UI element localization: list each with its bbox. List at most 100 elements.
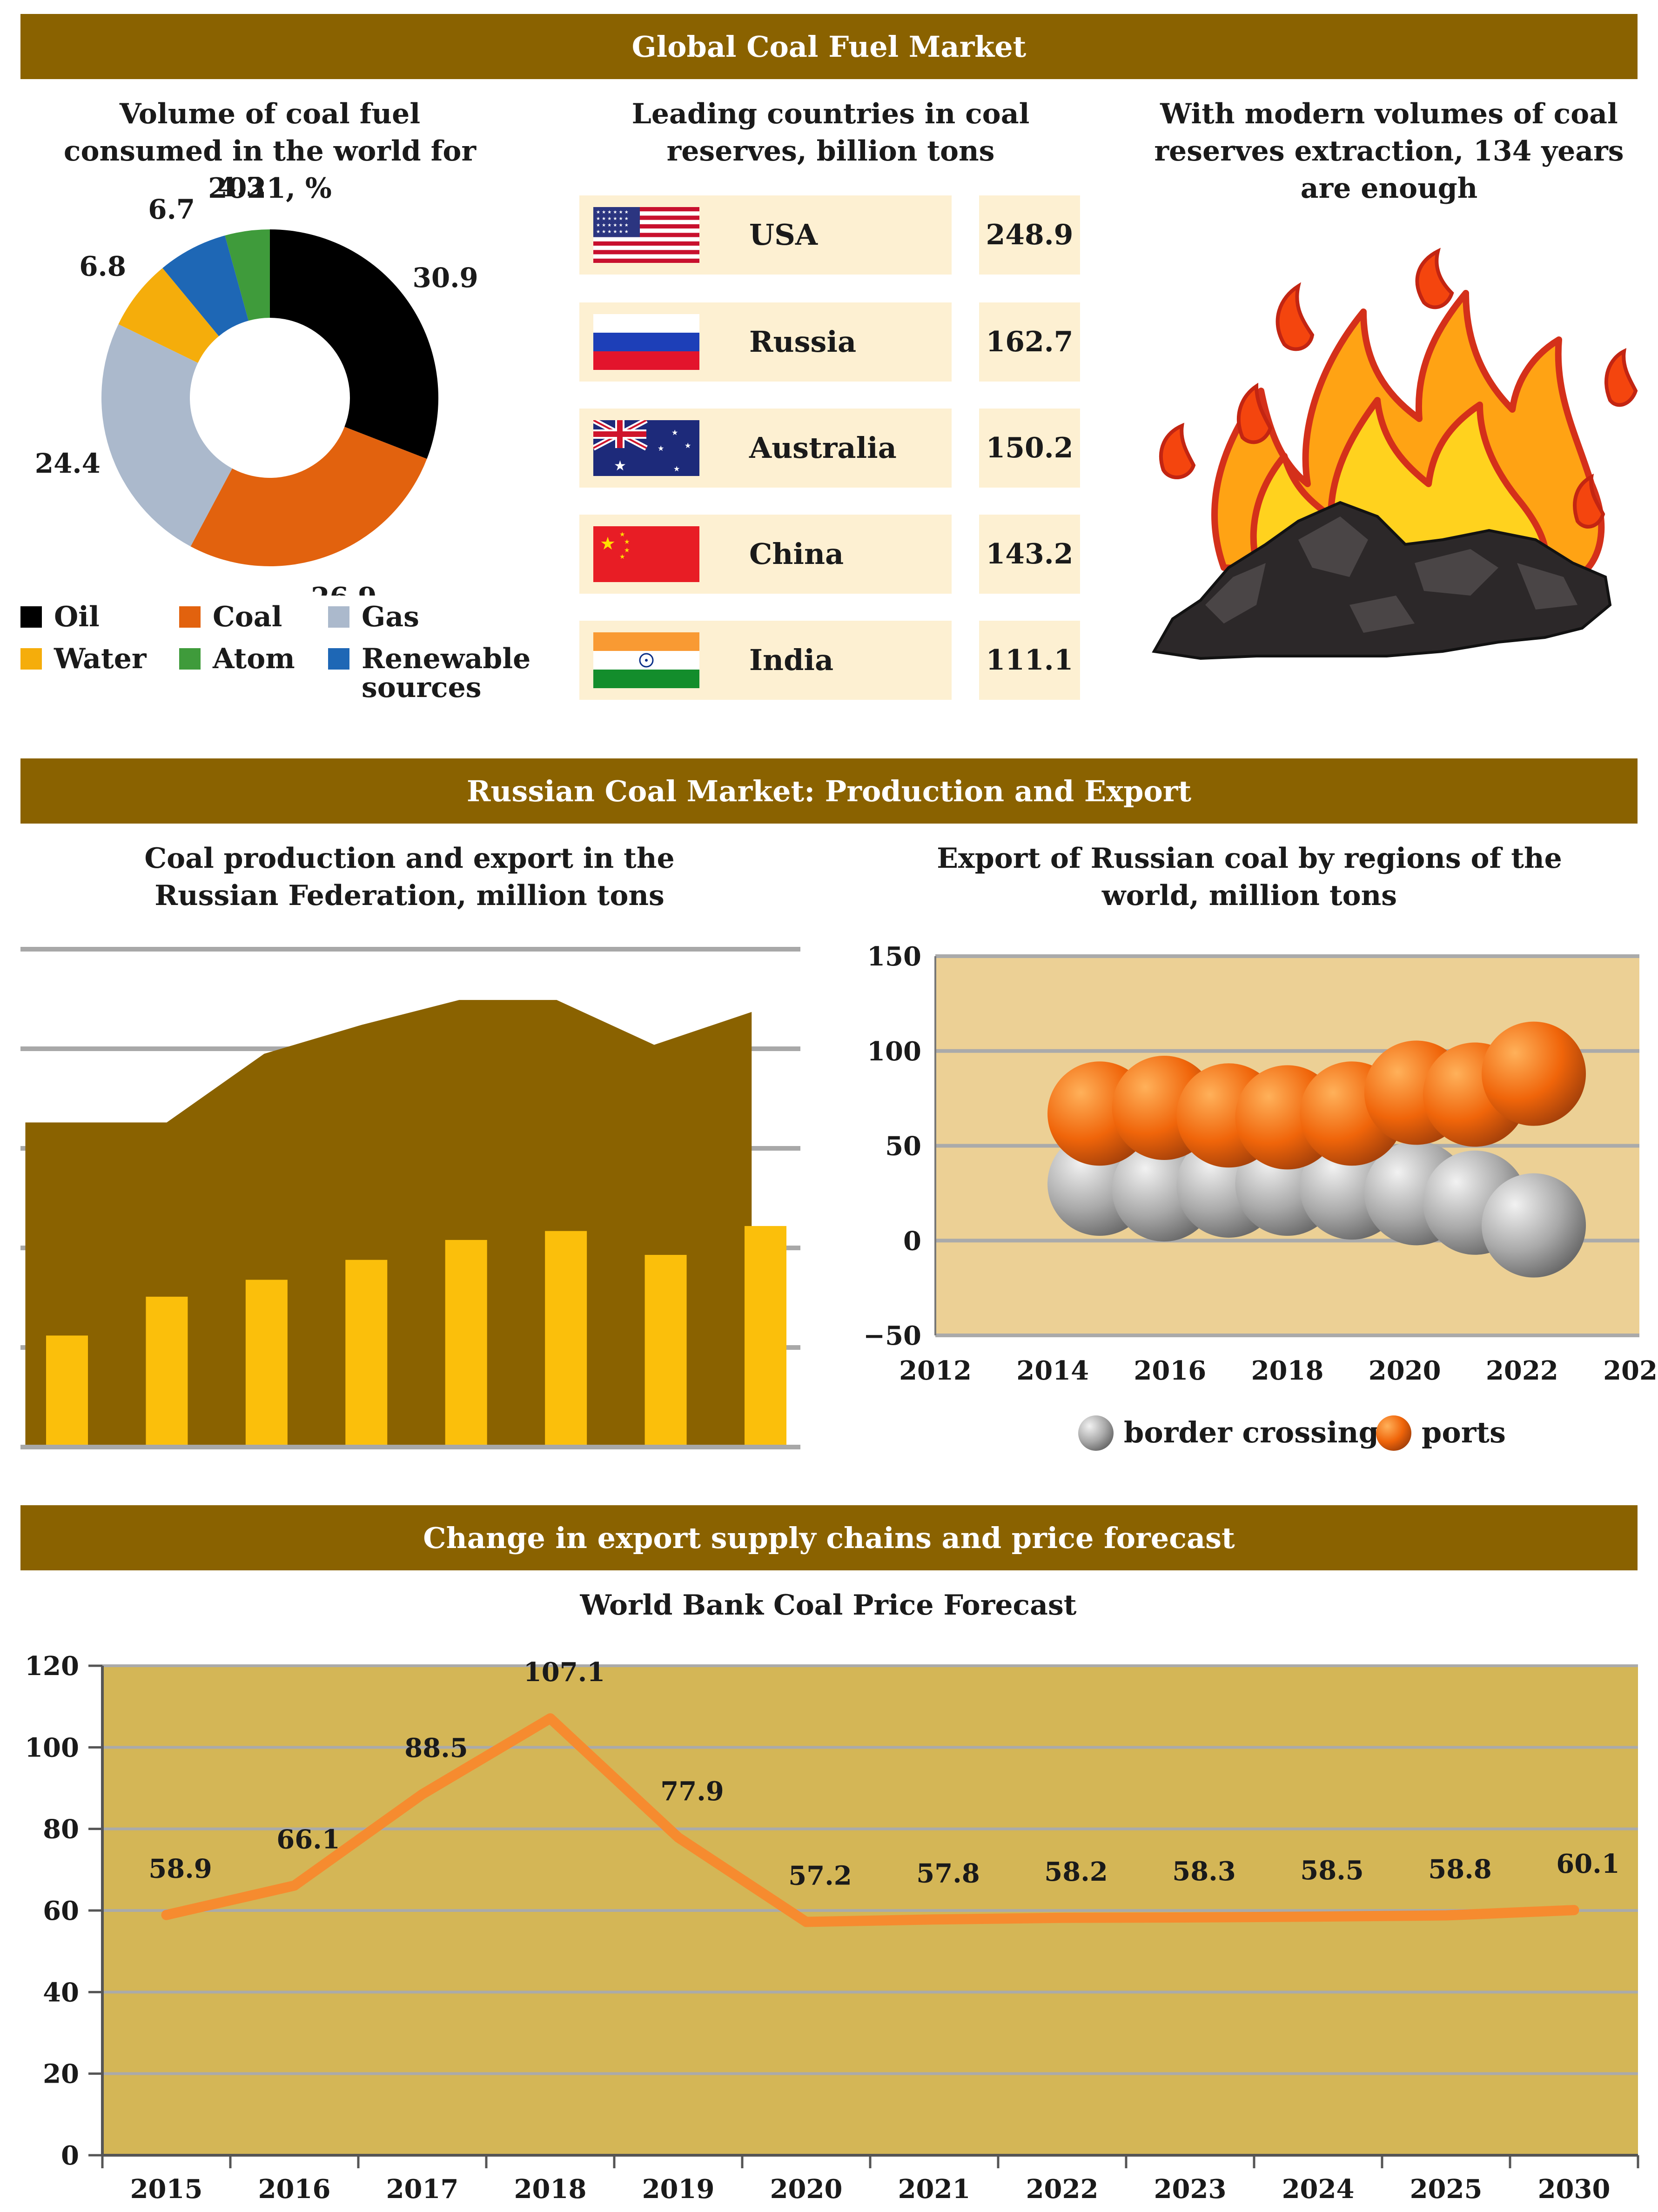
export-chart: −50 0 50 100 150 2012 2014 2016 2018 2020 2022 2024… xyxy=(863,941,1658,1451)
data-label: 58.8 xyxy=(1428,1854,1491,1885)
reserves-name-cell: ★ ★ ★ ★ ★ ★ ★ ★ ★ ★ ★ ★ ★ ★ ★ ★ ★ ★ ★ ★ ★ ★… xyxy=(579,195,952,275)
section-title: Russian Coal Market: Production and Expo… xyxy=(466,774,1192,808)
ports-point xyxy=(1482,1021,1586,1126)
reserve-value: 248.9 xyxy=(986,219,1074,251)
x-tick-label: 2016 xyxy=(1134,1355,1206,1386)
data-label: 58.9 xyxy=(148,1854,212,1884)
y-tick-label: 20 xyxy=(43,2059,79,2090)
russia-flag-icon xyxy=(593,314,699,370)
reserves-value-cell: 111.1 xyxy=(979,621,1080,700)
reserves-value-cell: 248.9 xyxy=(979,195,1080,275)
donut-value-label: 6.7 xyxy=(148,194,195,225)
y-tick-label: 0 xyxy=(903,1226,921,1256)
data-label: 107.1 xyxy=(524,1657,605,1688)
legend-swatch-coal xyxy=(179,606,201,628)
legend-item-renewable: Renewable sources xyxy=(328,644,530,702)
x-tick-label: 2016 xyxy=(258,2174,331,2205)
x-tick-label: 2021 xyxy=(898,2174,971,2205)
x-tick-label: 2017 xyxy=(386,2174,459,2205)
legend-label-border-crossings: border crossings xyxy=(1124,1415,1395,1449)
svg-text:★: ★ xyxy=(614,458,626,474)
price-chart-title: World Bank Coal Price Forecast xyxy=(580,1589,1077,1622)
legend-item-atom: Atom xyxy=(179,644,295,673)
data-label: 60.1 xyxy=(1556,1849,1619,1879)
border-crossings-point xyxy=(1482,1173,1586,1278)
section-title: Change in export supply chains and price… xyxy=(423,1521,1235,1555)
section-title: Global Coal Fuel Market xyxy=(631,29,1027,64)
price-line xyxy=(161,1713,1579,1927)
price-chart: 0 20 40 60 80 100 120 2015 2016 2017 2018 2019 2020 2… xyxy=(25,1651,1639,2205)
donut-chart: 30.9 26.9 24.4 6.8 6.7 4.3 xyxy=(35,177,478,596)
y-tick-label: 100 xyxy=(25,1732,79,1763)
x-tick-label: 2030 xyxy=(1538,2174,1611,2205)
x-tick-label: 2024 xyxy=(1282,2174,1355,2205)
svg-text:★: ★ xyxy=(671,428,678,437)
section-banner-forecast: Change in export supply chains and price… xyxy=(20,1505,1638,1570)
legend-label: Coal xyxy=(213,601,282,633)
donut-slice xyxy=(190,427,427,566)
x-tick-label: 2012 xyxy=(899,1355,972,1386)
y-tick-label: 0 xyxy=(61,2140,79,2171)
svg-text:★: ★ xyxy=(624,538,630,546)
reserves-name-cell: ★ ★ ★ ★ ★ Australia xyxy=(579,409,952,488)
legend-item-water: Water xyxy=(20,644,147,673)
x-tick-label: 2025 xyxy=(1410,2174,1483,2205)
donut-slice xyxy=(101,324,233,547)
x-tick-label: 2020 xyxy=(1369,1355,1441,1386)
china-flag-icon: ★ ★★★★ xyxy=(593,526,699,582)
data-label: 58.2 xyxy=(1044,1857,1108,1887)
x-tick-label: 2024 xyxy=(1603,1355,1658,1386)
burning-coal-icon xyxy=(1152,248,1638,660)
x-tick-label: 2022 xyxy=(1026,2174,1099,2205)
legend-item-oil: Oil xyxy=(20,603,100,631)
country-name: China xyxy=(749,537,844,571)
data-label: 57.2 xyxy=(788,1861,852,1891)
export-bar xyxy=(445,1240,487,1445)
legend-swatch-atom xyxy=(179,648,201,670)
legend-marker-border-crossings xyxy=(1078,1415,1114,1451)
donut-value-label: 24.4 xyxy=(35,448,101,479)
reserves-value-cell: 143.2 xyxy=(979,515,1080,594)
legend-swatch-gas xyxy=(328,606,349,628)
x-tick-label: 2023 xyxy=(1154,2174,1227,2205)
y-tick-label: 100 xyxy=(867,1036,921,1067)
donut-slice xyxy=(118,268,219,363)
svg-text:★: ★ xyxy=(600,533,616,554)
reserves-name-cell: India xyxy=(579,621,952,700)
legend-label-ports: ports xyxy=(1422,1415,1506,1449)
donut-value-label: 6.8 xyxy=(79,251,126,282)
y-tick-label: 40 xyxy=(43,1977,79,2008)
export-bar xyxy=(745,1226,786,1445)
reserve-value: 111.1 xyxy=(986,644,1074,677)
reserves-value-cell: 162.7 xyxy=(979,302,1080,382)
legend-label: Oil xyxy=(54,601,100,633)
section-banner-russian: Russian Coal Market: Production and Expo… xyxy=(20,758,1638,824)
donut-value-label: 30.9 xyxy=(413,262,478,294)
svg-text:★: ★ xyxy=(658,444,664,453)
y-tick-label: 80 xyxy=(43,1814,79,1845)
production-chart-title: Coal production and export in the Russia… xyxy=(144,842,675,912)
svg-text:★: ★ xyxy=(685,441,691,450)
data-label: 88.5 xyxy=(404,1733,468,1763)
production-area xyxy=(25,1000,752,1445)
x-tick-label: 2022 xyxy=(1486,1355,1558,1386)
x-tick-label: 2014 xyxy=(1016,1355,1089,1386)
donut-slice xyxy=(162,235,249,336)
legend-label: Water xyxy=(54,643,147,675)
donut-value-label: 26.9 xyxy=(311,582,376,596)
reserve-value: 162.7 xyxy=(986,326,1074,358)
x-tick-label: 2015 xyxy=(130,2174,203,2205)
svg-text:★: ★ xyxy=(624,547,630,554)
legend-marker-ports xyxy=(1376,1415,1411,1451)
x-tick-label: 2019 xyxy=(642,2174,715,2205)
x-tick-label: 2018 xyxy=(1251,1355,1324,1386)
y-tick-label: 120 xyxy=(25,1651,79,1682)
legend-swatch-renewable xyxy=(328,648,349,670)
svg-text:★ ★ ★ ★ ★ ★: ★ ★ ★ ★ ★ ★ xyxy=(596,216,629,221)
reserves-value-cell: 150.2 xyxy=(979,409,1080,488)
legend-item-coal: Coal xyxy=(179,603,282,631)
legend-label: Atom xyxy=(213,643,295,675)
reserves-name-cell: ★ ★ ★ ★ ★ China xyxy=(579,515,952,594)
legend-label: Renewable sources xyxy=(362,643,531,704)
reserve-value: 150.2 xyxy=(986,432,1074,464)
